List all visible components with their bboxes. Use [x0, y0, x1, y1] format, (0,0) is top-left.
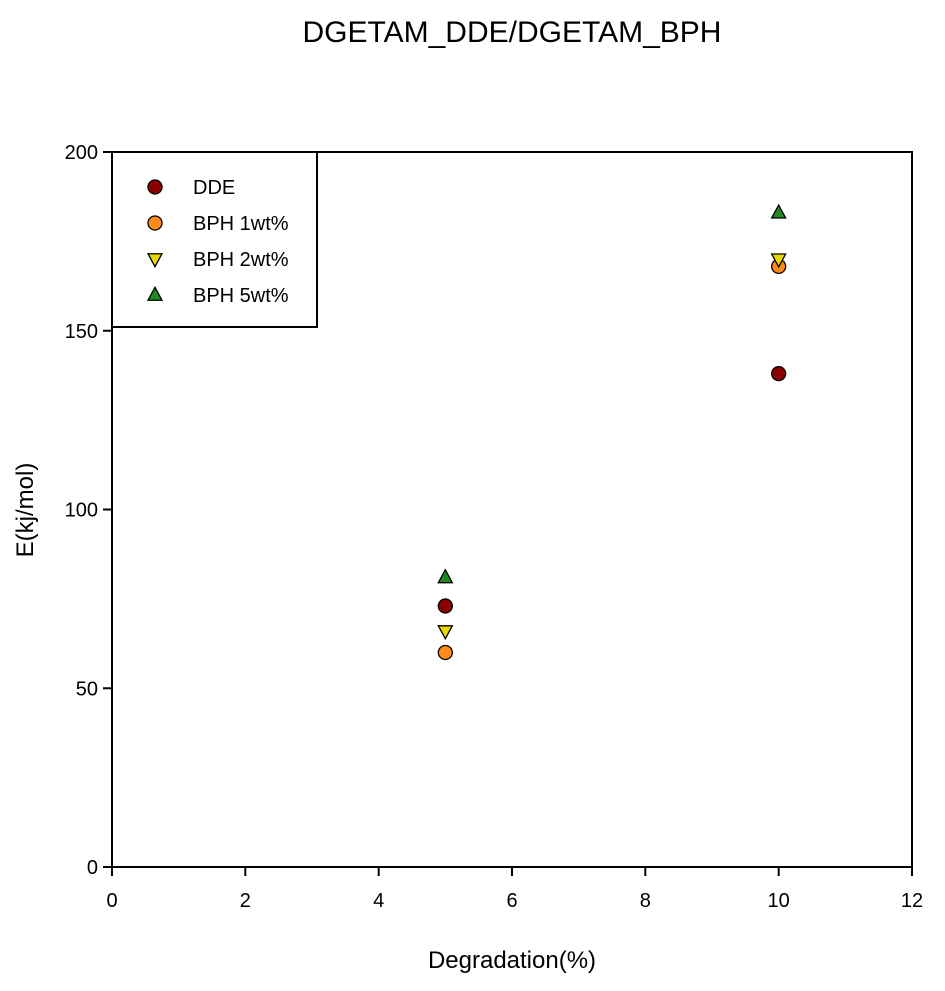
data-point [437, 568, 454, 584]
x-tick-label: 8 [640, 890, 651, 912]
data-point [770, 253, 787, 269]
data-point [437, 644, 453, 661]
x-tick-label: 10 [768, 890, 790, 912]
y-axis-ticks: 0 50 100 150 200 [65, 142, 112, 879]
legend-box [111, 151, 318, 328]
legend-label: BPH 5wt% [193, 285, 289, 307]
x-tick-label: 2 [240, 890, 251, 912]
y-axis-label: E(kj/mol) [12, 463, 39, 558]
legend-marker [147, 179, 163, 195]
data-points [437, 203, 787, 661]
x-tick-label: 4 [373, 890, 384, 912]
x-tick-label: 12 [901, 890, 923, 912]
legend: DDE BPH 1wt% BPH 2wt% BPH 5wt% [111, 151, 318, 328]
data-point [437, 598, 453, 614]
legend-marker [146, 285, 164, 301]
data-point [437, 625, 454, 641]
legend-label: DDE [193, 177, 235, 199]
legend-marker [147, 215, 163, 231]
legend-label: BPH 1wt% [193, 213, 289, 235]
x-axis-label: Degradation(%) [428, 947, 596, 974]
y-tick-label: 200 [65, 142, 98, 164]
legend-label: BPH 2wt% [193, 249, 289, 271]
y-tick-label: 100 [65, 500, 98, 522]
x-axis-ticks: 0 2 4 6 8 10 12 [106, 867, 923, 912]
data-point [770, 203, 787, 219]
y-tick-label: 50 [76, 678, 98, 700]
x-tick-label: 6 [506, 890, 517, 912]
x-tick-label: 0 [106, 890, 117, 912]
legend-marker [146, 253, 164, 269]
data-point [771, 365, 787, 382]
y-tick-label: 150 [65, 321, 98, 343]
chart-title: DGETAM_DDE/DGETAM_BPH [303, 16, 722, 49]
y-tick-label: 0 [87, 857, 98, 879]
